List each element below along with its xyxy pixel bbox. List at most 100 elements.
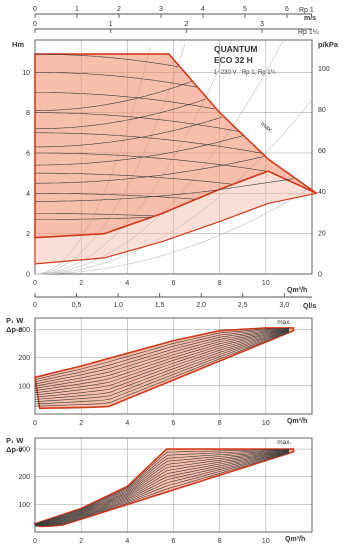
p3-power-curve: [34, 449, 289, 525]
y-tick-label: 10: [22, 70, 30, 77]
constant-pressure-curve: [35, 53, 179, 68]
p3-power-curve: [34, 450, 289, 526]
x-tick-label: 10: [262, 280, 270, 287]
proportional-pressure-curve: [35, 98, 206, 130]
p3-x-tick-label: 8: [218, 538, 222, 544]
p3-max-label: max.: [277, 439, 291, 446]
constant-pressure-curve: [35, 112, 239, 132]
p2-x-axis-label: Qm³/h: [287, 418, 307, 425]
p2-power-curve: [34, 327, 289, 380]
p2-power-envelope: [34, 327, 295, 410]
y-tick-label: 8: [26, 110, 30, 117]
p2-max-label: max.: [277, 319, 291, 326]
proportional-pressure-curve: [35, 178, 294, 202]
p2-power-curve: [34, 331, 290, 405]
p3-y-axis-label: P₁ W: [6, 436, 24, 445]
p3-x-tick-label: 4: [125, 538, 129, 544]
top-axis1-tick-label: 4: [201, 6, 205, 13]
top-axis2-tick-label: 3: [260, 21, 264, 28]
constant-pressure-curve: [35, 213, 156, 217]
x-axis-label: Qm³/h: [287, 287, 307, 294]
constant-pressure-curve: [35, 193, 195, 200]
y2-tick-label: 60: [318, 148, 326, 155]
bottom-axis2-tick-label: 2,0: [196, 302, 206, 309]
system-curve: [34, 99, 313, 275]
x-tick-label: 8: [218, 280, 222, 287]
p2-y-axis-label: P₁ W: [6, 316, 24, 325]
chart-subtitle: ECO 32 H: [214, 55, 253, 65]
y-axis-label: Hm: [12, 40, 24, 49]
x-tick-label: 6: [172, 280, 176, 287]
top-axis2-tick-label: 0: [33, 21, 37, 28]
bottom-axis2-tick-label: 1,5: [155, 302, 165, 309]
bottom-axis2-tick-label: 3,0: [279, 302, 289, 309]
p3-power-curve: [34, 452, 289, 527]
proportional-pressure-curve: [35, 116, 223, 148]
proportional-pressure-curve: [35, 135, 243, 166]
top-axis1-unit: m/s: [304, 15, 316, 22]
p2-power-curve: [34, 331, 289, 402]
p3-power-curve: [34, 449, 289, 525]
constant-pressure-curve: [35, 72, 197, 88]
constant-pressure-curve: [35, 132, 262, 154]
x-tick-label: 2: [79, 280, 83, 287]
p3-y-axis-label2: Δp-v: [6, 445, 23, 454]
top-axis2-tick-label: 2: [184, 21, 188, 28]
p3-x-tick-label: 0: [33, 538, 37, 544]
constant-pressure-curve: [35, 172, 232, 185]
p3-x-tick-label: 10: [262, 538, 270, 544]
p3-power-curve: [34, 450, 289, 525]
bottom-axis2-tick-label: 2,5: [238, 302, 248, 309]
p3-power-envelope: [33, 448, 295, 528]
p3-power-curve: [34, 451, 289, 526]
p3-plot-frame: [34, 437, 313, 533]
bottom-axis2-tick-label: 1,0: [113, 302, 123, 309]
p2-x-tick-label: 6: [172, 420, 176, 427]
top-axis1-tick-label: 2: [117, 6, 121, 13]
system-curve: [35, 186, 313, 275]
p2-power-curve: [34, 332, 290, 407]
p2-power-curve: [34, 329, 289, 394]
top-axis2-tick-label: 1: [109, 21, 113, 28]
p3-x-axis-label: Qm³/h: [285, 536, 305, 543]
p2-power-curve: [34, 331, 289, 400]
y-tick-label: 4: [26, 191, 30, 198]
p2-power-curve: [34, 329, 289, 391]
title-box: [210, 42, 305, 82]
p2-x-tick-label: 8: [218, 420, 222, 427]
proportional-pressure-curve: [35, 80, 193, 111]
p2-y-tick-label: 100: [18, 383, 30, 390]
p3-power-curve: [34, 449, 289, 525]
chart-title: QUANTUM: [214, 44, 257, 54]
p2-power-curve: [34, 328, 289, 382]
y2-tick-label: 20: [318, 230, 326, 237]
p2-y-tick-label: 200: [18, 355, 30, 362]
y2-tick-label: 40: [318, 189, 326, 196]
y2-tick-label: 0: [318, 272, 322, 279]
p3-y-tick-label: 300: [18, 447, 30, 454]
top-axis1-tick-label: 3: [159, 6, 163, 13]
top-axis2-series-label: Rp 1¼: [298, 29, 319, 36]
power-dp-c-chart: P₁ W Δp-c Qm³/h max. 100 200 300 0 2 4 6 8 10: [6, 316, 313, 427]
p3-power-curve: [34, 451, 289, 526]
y-tick-label: 6: [26, 150, 30, 157]
p2-y-axis-label2: Δp-c: [6, 325, 23, 334]
x-tick-label: 4: [125, 280, 129, 287]
proportional-pressure-curve: [35, 156, 264, 184]
head-flow-chart: Rp 1 m/s Rp 1¼ Hm p/kPa QUANTUM ECO 32 H…: [12, 6, 339, 310]
p2-x-tick-label: 10: [262, 420, 270, 427]
p2-power-curve: [34, 330, 289, 396]
p2-plot-frame: [34, 317, 313, 415]
p3-y-tick-label: 200: [18, 474, 30, 481]
p2-power-curve: [34, 329, 289, 389]
p3-x-tick-label: 6: [172, 538, 176, 544]
bottom-axis2-tick-label: 0,5: [72, 302, 82, 309]
operating-envelope: [34, 53, 318, 239]
system-curve: [34, 40, 284, 275]
y-tick-label: 2: [26, 231, 30, 238]
max-curve-label: max.: [259, 120, 275, 134]
top-axis1-tick-label: 6: [285, 6, 289, 13]
power-dp-v-chart: P₁ W Δp-v Qm³/h max. 100 200 300 0 2 4 6 8 10: [6, 436, 313, 544]
p2-x-tick-label: 2: [79, 420, 83, 427]
